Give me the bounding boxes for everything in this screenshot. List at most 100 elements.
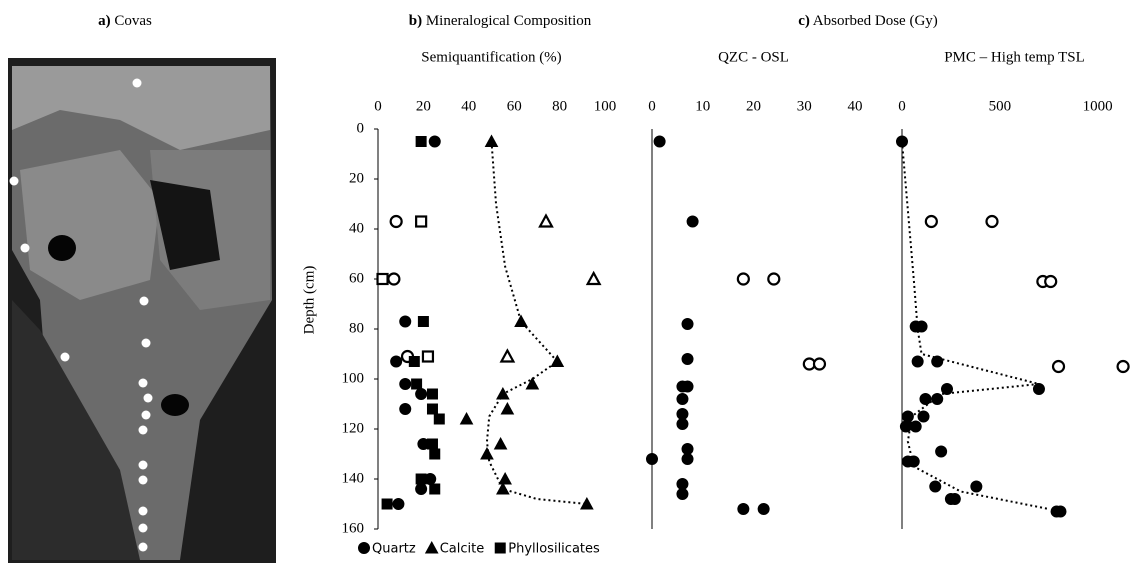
point bbox=[1051, 359, 1066, 374]
x-tick-label: 100 bbox=[594, 98, 617, 114]
panel-title: c) Absorbed Dose (Gy) bbox=[798, 13, 938, 29]
point bbox=[812, 357, 827, 371]
point bbox=[499, 348, 516, 363]
point bbox=[579, 496, 594, 510]
trend-line bbox=[901, 141, 1049, 510]
dot bbox=[138, 425, 148, 435]
point bbox=[585, 270, 602, 286]
point bbox=[1116, 359, 1130, 374]
panel-title: a) Covas bbox=[98, 13, 152, 29]
point bbox=[426, 403, 438, 415]
y-tick-label: 0 bbox=[357, 120, 365, 136]
y-tick-label: 160 bbox=[342, 520, 365, 536]
point bbox=[459, 411, 474, 425]
shadow bbox=[150, 180, 220, 270]
point bbox=[909, 420, 922, 433]
chart-subtitle: PMC – High temp TSL bbox=[944, 49, 1085, 65]
point bbox=[429, 483, 441, 495]
panel-name: Mineralogical Composition bbox=[426, 13, 592, 29]
point bbox=[917, 410, 930, 423]
trend-line bbox=[485, 141, 587, 505]
point bbox=[676, 488, 689, 500]
point bbox=[653, 135, 666, 148]
sample-dots bbox=[9, 78, 153, 552]
dot bbox=[138, 523, 148, 533]
point bbox=[681, 453, 694, 465]
dot bbox=[9, 176, 19, 186]
x-tick-label: 0 bbox=[648, 98, 656, 114]
y-tick-label: 120 bbox=[342, 420, 365, 436]
dot bbox=[138, 506, 148, 516]
legend-label: Phyllosilicates bbox=[508, 542, 600, 557]
point bbox=[538, 213, 554, 228]
dot bbox=[138, 542, 148, 552]
point bbox=[500, 401, 515, 415]
x-tick-label: 500 bbox=[989, 98, 1012, 114]
point bbox=[767, 272, 781, 286]
point bbox=[736, 272, 750, 286]
point bbox=[681, 443, 694, 455]
point bbox=[686, 215, 699, 228]
panel-label: c) bbox=[798, 13, 810, 29]
point bbox=[681, 318, 694, 330]
point bbox=[901, 410, 914, 423]
point bbox=[514, 314, 528, 327]
point bbox=[426, 438, 438, 450]
point bbox=[433, 413, 445, 425]
y-tick-label: 80 bbox=[349, 320, 364, 336]
x-tick-label: 10 bbox=[695, 98, 710, 114]
point bbox=[496, 481, 510, 495]
point bbox=[676, 408, 689, 420]
point bbox=[948, 493, 961, 505]
y-tick-label: 40 bbox=[349, 220, 364, 236]
point bbox=[970, 480, 983, 493]
point bbox=[681, 353, 694, 365]
dot bbox=[139, 296, 149, 306]
point bbox=[931, 393, 944, 405]
point bbox=[931, 355, 944, 368]
dot bbox=[138, 460, 148, 470]
legend-symbol bbox=[494, 542, 506, 554]
y-tick-label: 60 bbox=[349, 270, 364, 286]
point bbox=[646, 453, 658, 465]
point bbox=[498, 471, 512, 485]
point bbox=[915, 320, 928, 333]
point bbox=[935, 445, 948, 458]
shadow bbox=[12, 300, 140, 560]
x-tick-label: 20 bbox=[416, 98, 431, 114]
point bbox=[390, 355, 403, 368]
legend-symbol bbox=[424, 540, 439, 554]
point bbox=[676, 478, 689, 490]
y-axis-label: Depth (cm) bbox=[301, 266, 317, 335]
photo bbox=[8, 58, 276, 563]
point bbox=[421, 350, 435, 363]
dot bbox=[132, 78, 142, 88]
hole bbox=[48, 235, 76, 261]
rock bbox=[20, 150, 160, 300]
point bbox=[1044, 274, 1058, 289]
point bbox=[399, 403, 412, 415]
point bbox=[426, 388, 438, 400]
panel-name: Absorbed Dose (Gy) bbox=[813, 13, 938, 29]
point bbox=[1054, 505, 1067, 518]
dot bbox=[143, 393, 153, 403]
dot bbox=[60, 352, 70, 362]
dot bbox=[138, 378, 148, 388]
x-tick-label: 30 bbox=[797, 98, 812, 114]
dot bbox=[20, 243, 30, 253]
x-tick-label: 0 bbox=[374, 98, 382, 114]
point bbox=[415, 483, 428, 495]
dot bbox=[141, 410, 151, 420]
x-tick-label: 1000 bbox=[1083, 98, 1113, 114]
point bbox=[389, 214, 403, 229]
chart-subtitle: QZC - OSL bbox=[718, 49, 789, 65]
x-tick-label: 20 bbox=[746, 98, 761, 114]
rock bbox=[12, 66, 270, 150]
point bbox=[941, 383, 953, 395]
panel-label: b) bbox=[409, 13, 422, 29]
point bbox=[757, 503, 770, 515]
y-tick-label: 20 bbox=[349, 170, 364, 186]
point bbox=[896, 135, 908, 148]
point bbox=[907, 455, 920, 468]
